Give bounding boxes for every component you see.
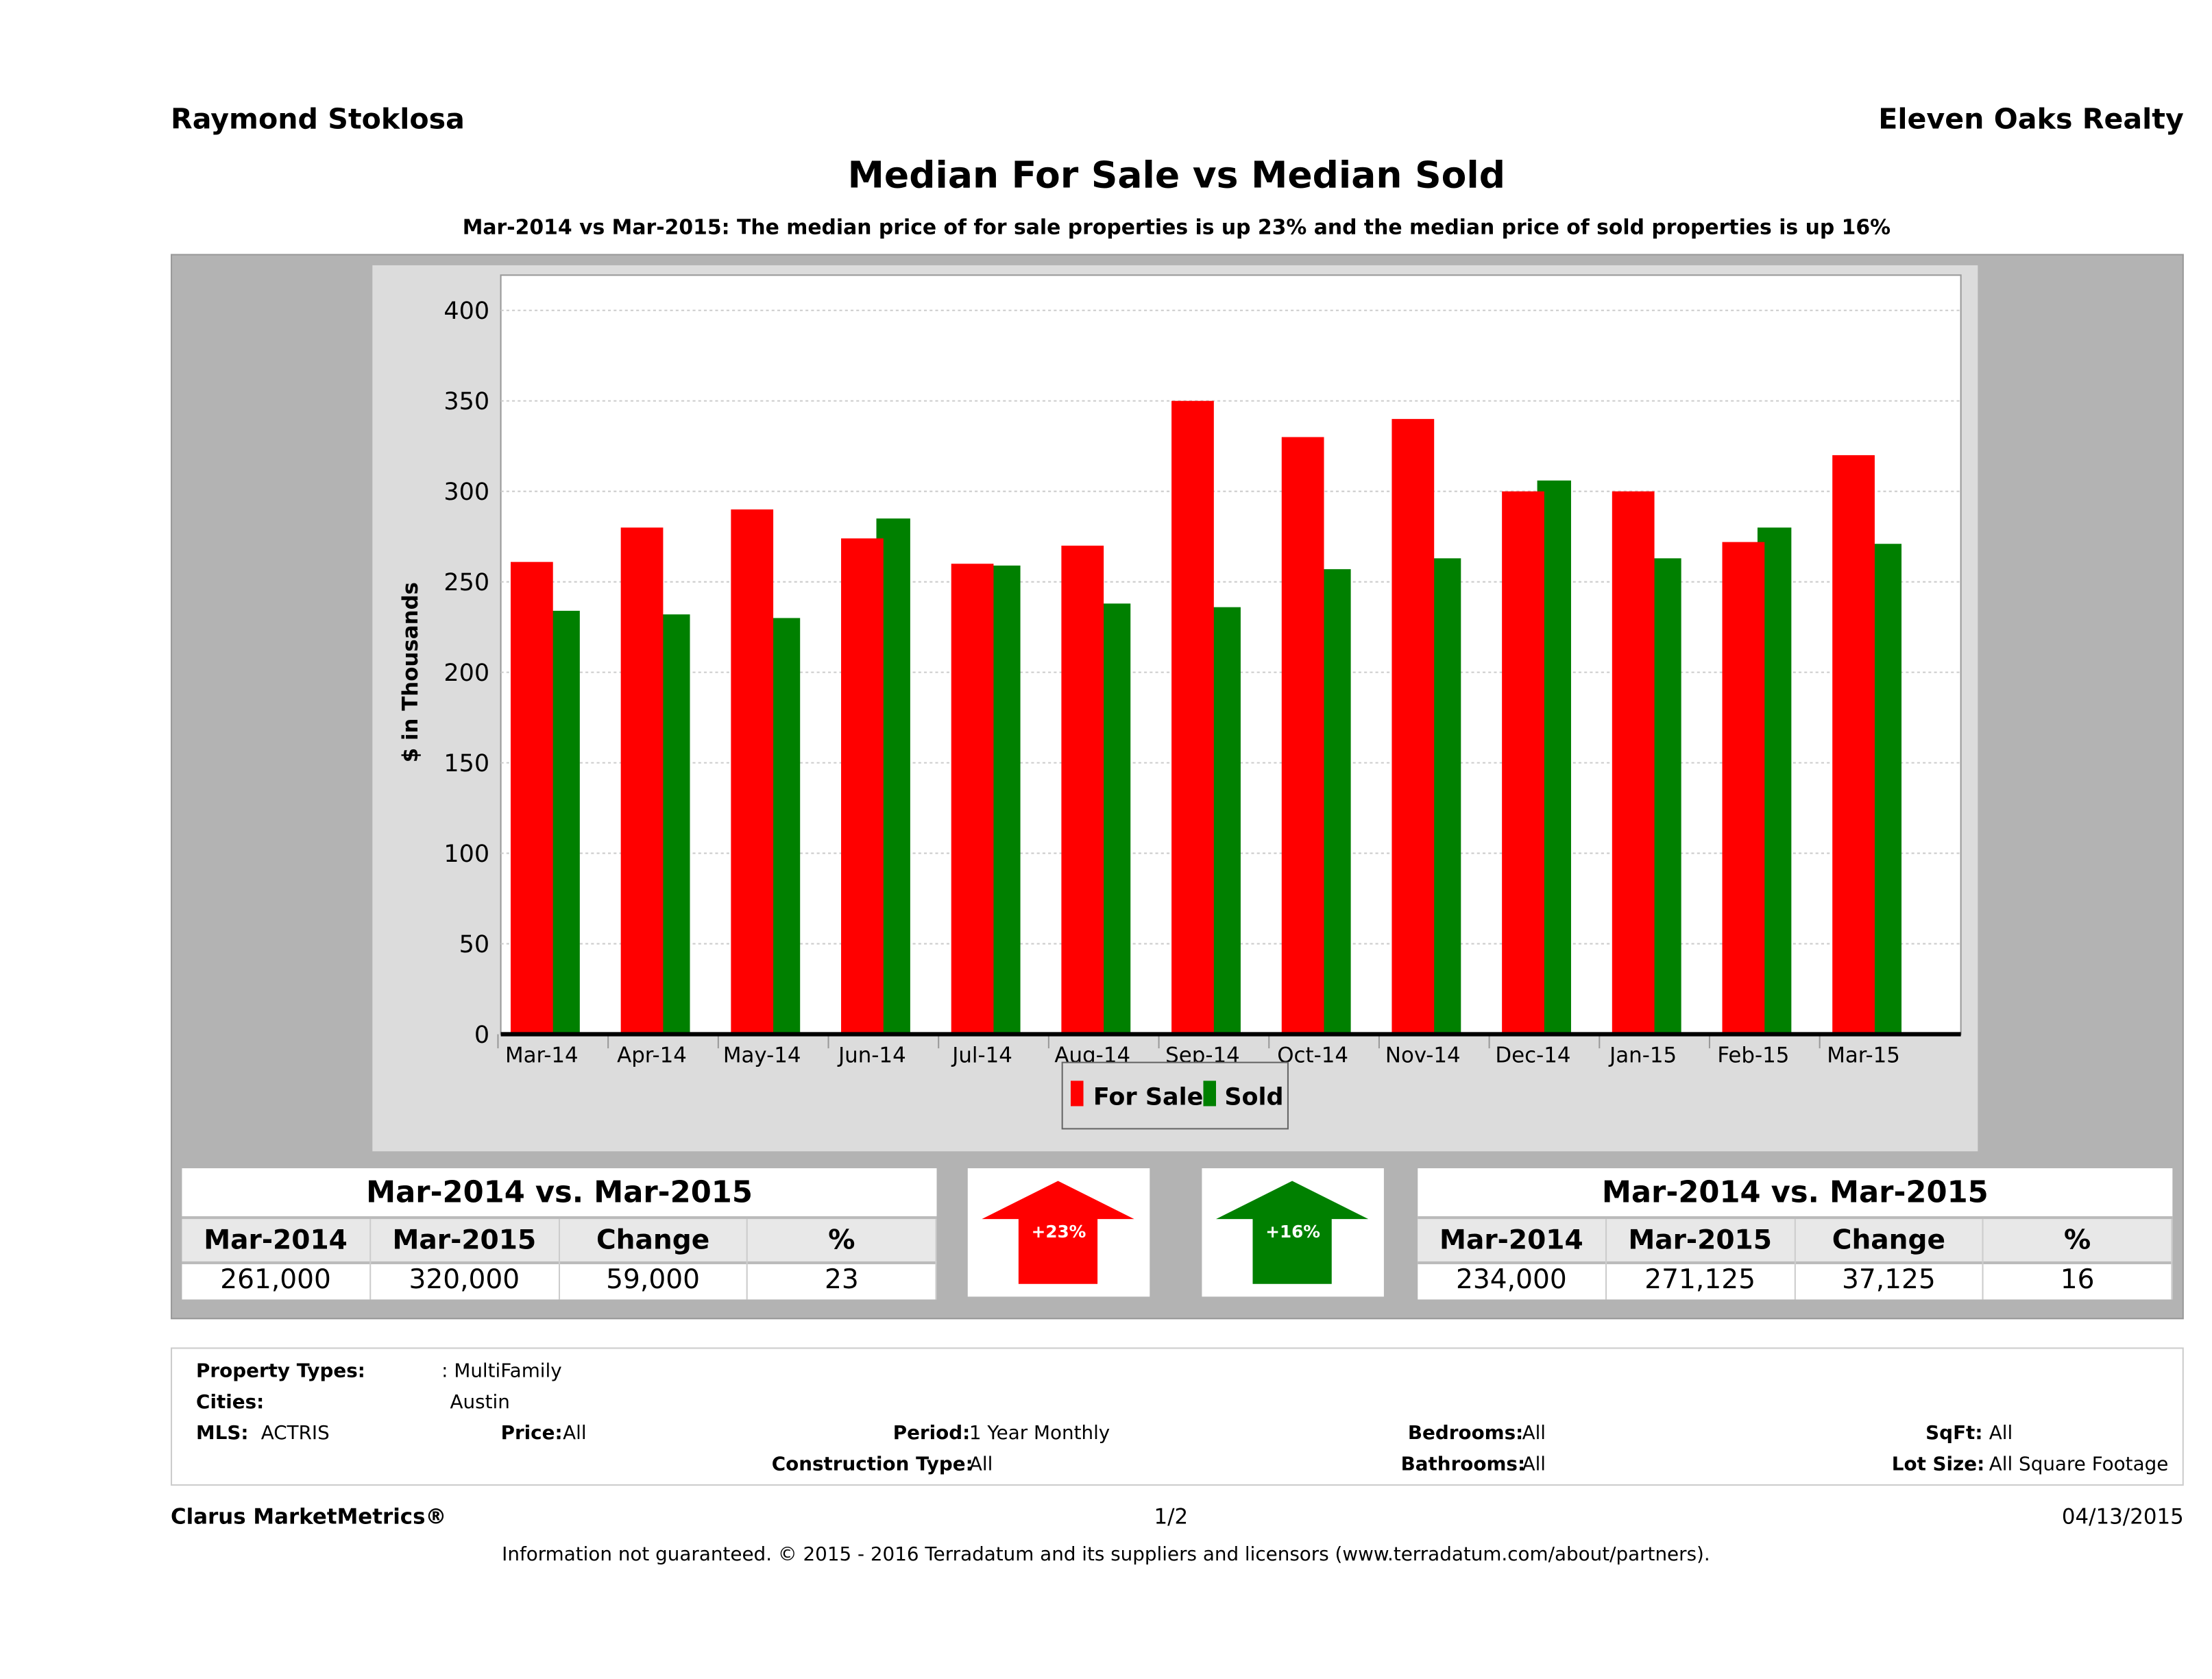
y-tick-label: 350 [443, 388, 489, 415]
x-tick-label: Apr-14 [617, 1043, 687, 1068]
x-tick-label: Mar-14 [505, 1043, 579, 1068]
y-tick-label: 100 [443, 841, 489, 868]
cell: 271,125 [1607, 1261, 1795, 1300]
bedrooms-label: Bedrooms: [1407, 1422, 1524, 1445]
legend [1061, 1061, 1289, 1130]
x-tick-label: Jun-14 [837, 1043, 906, 1068]
for-sale-change-indicator: +23% [967, 1168, 1150, 1297]
col-header: Mar-2015 [371, 1219, 559, 1261]
legend-swatch-for-sale [1071, 1080, 1084, 1107]
lot-size-label: Lot Size: [1891, 1453, 1985, 1476]
y-tick-label: 250 [443, 569, 489, 596]
bar-for-sale [510, 561, 553, 1035]
col-header: Mar-2015 [1607, 1219, 1795, 1261]
y-tick-label: 200 [443, 660, 489, 687]
bathrooms-label: Bathrooms: [1400, 1453, 1526, 1476]
cities-label: Cities: [196, 1391, 265, 1414]
x-tick-label: Mar-15 [1827, 1043, 1900, 1068]
cities-value: Austin [450, 1391, 510, 1414]
col-header: % [1984, 1219, 2173, 1261]
mls-label: MLS: [196, 1422, 249, 1445]
sqft-value: All [1989, 1422, 2013, 1445]
y-tick-label: 0 [474, 1022, 489, 1049]
cell: 320,000 [371, 1261, 559, 1300]
chart-subtitle: Mar-2014 vs Mar-2015: The median price o… [462, 217, 1891, 240]
sold-change-indicator: +16% [1202, 1168, 1384, 1297]
period-label: Period: [892, 1422, 971, 1445]
bathrooms-value: All [1522, 1453, 1546, 1476]
cell: 37,125 [1795, 1261, 1984, 1300]
bar-for-sale [1832, 455, 1875, 1035]
period-value: 1 Year Monthly [969, 1422, 1110, 1445]
x-tick-label: Jan-15 [1608, 1043, 1677, 1068]
y-tick-label: 300 [443, 479, 489, 506]
sold-table: Mar-2014 vs. Mar-2015 Mar-2014 Mar-2015 Ch… [1418, 1168, 2173, 1300]
arrow-up-icon [982, 1181, 1134, 1284]
construction-label: Construction Type: [771, 1453, 973, 1476]
arrow-label: +23% [1031, 1222, 1086, 1242]
arrow-label: +16% [1265, 1222, 1321, 1242]
bedrooms-value: All [1522, 1422, 1546, 1445]
brokerage-name: Eleven Oaks Realty [1878, 101, 2184, 136]
brand: Clarus MarketMetrics® [171, 1503, 447, 1530]
col-header: Mar-2014 [1418, 1219, 1607, 1261]
cell: 59,000 [559, 1261, 749, 1300]
legend-label-for-sale: For Sale [1093, 1083, 1203, 1111]
price-label: Price: [500, 1422, 563, 1445]
x-tick-label: Feb-15 [1717, 1043, 1789, 1068]
x-tick-label: Nov-14 [1385, 1043, 1461, 1068]
bar-chart: 0 50 100 150 200 250 300 350 400 $ in Thousands Ma… [398, 274, 1962, 1130]
bar-for-sale [1722, 542, 1765, 1035]
cell: 261,000 [182, 1261, 371, 1300]
x-tick-label: Jul-14 [951, 1043, 1012, 1068]
cell: 23 [748, 1261, 937, 1300]
construction-value: All [969, 1453, 993, 1476]
legend-label-sold: Sold [1224, 1083, 1283, 1111]
bar-for-sale [731, 509, 774, 1035]
disclaimer: Information not guaranteed. © 2015 - 201… [502, 1543, 1710, 1567]
y-tick-label: 400 [443, 298, 489, 325]
property-types-label: Property Types: [196, 1360, 365, 1383]
y-tick-label: 50 [459, 931, 490, 958]
y-axis-label: $ in Thousands [398, 582, 423, 762]
x-tick-label: May-14 [723, 1043, 801, 1068]
x-tick-label: Oct-14 [1277, 1043, 1348, 1068]
sqft-label: SqFt: [1925, 1422, 1983, 1445]
x-tick-label: Dec-14 [1495, 1043, 1570, 1068]
cell: 16 [1984, 1261, 2173, 1300]
property-types-value: : MultiFamily [441, 1360, 562, 1383]
price-value: All [563, 1422, 587, 1445]
bar-for-sale [1061, 545, 1104, 1035]
col-header: % [748, 1219, 937, 1261]
bar-for-sale [1281, 437, 1324, 1035]
y-tick-label: 150 [443, 750, 489, 777]
col-header: Change [1795, 1219, 1984, 1261]
mls-value: ACTRIS [260, 1422, 330, 1445]
col-header: Change [559, 1219, 749, 1261]
table-title: Mar-2014 vs. Mar-2015 [366, 1175, 753, 1209]
arrow-up-icon [1215, 1181, 1369, 1284]
page-number: 1/2 [1154, 1503, 1189, 1530]
bar-for-sale [951, 564, 994, 1035]
bar-for-sale [1502, 491, 1544, 1035]
lot-size-value: All Square Footage [1989, 1453, 2169, 1476]
col-header: Mar-2014 [182, 1219, 371, 1261]
chart-title: Median For Sale vs Median Sold [847, 155, 1506, 198]
cell: 234,000 [1418, 1261, 1607, 1300]
table-title: Mar-2014 vs. Mar-2015 [1601, 1175, 1989, 1209]
for-sale-table: Mar-2014 vs. Mar-2015 Mar-2014 Mar-2015 Ch… [182, 1168, 937, 1300]
bar-for-sale [1171, 400, 1214, 1035]
bar-for-sale [841, 538, 884, 1035]
bar-for-sale [1391, 419, 1435, 1035]
legend-swatch-sold [1203, 1080, 1216, 1107]
bar-for-sale [620, 527, 664, 1035]
report-date: 04/13/2015 [2061, 1503, 2184, 1530]
report-criteria: Property Types: : MultiFamily Cities: Au… [171, 1347, 2184, 1486]
bar-for-sale [1612, 491, 1655, 1035]
agent-name: Raymond Stoklosa [171, 101, 465, 136]
